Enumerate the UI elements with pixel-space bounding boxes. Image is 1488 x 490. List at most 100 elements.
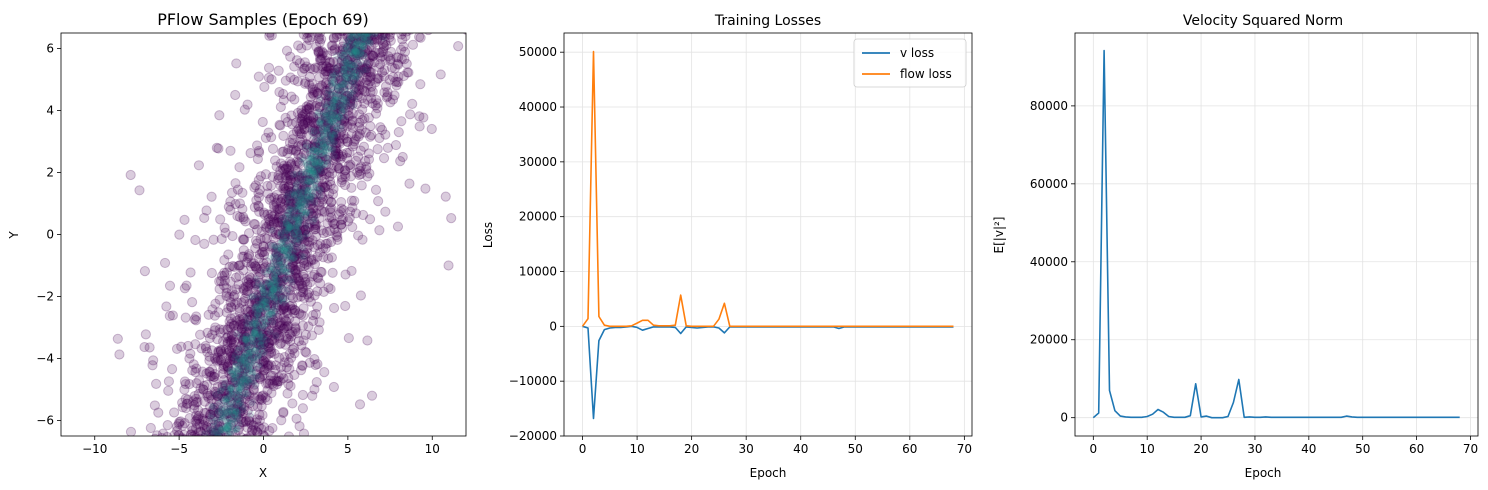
- sample-point: [355, 33, 366, 37]
- sample-point: [334, 151, 345, 162]
- sample-point: [315, 54, 327, 65]
- sample-point: [310, 62, 321, 73]
- velocity-title: Velocity Squared Norm: [1183, 13, 1343, 29]
- density-point: [198, 448, 205, 455]
- sample-point: [245, 261, 256, 272]
- sample-point: [358, 141, 370, 152]
- sample-point: [185, 455, 194, 464]
- density-point: [341, 106, 349, 114]
- sample-point: [354, 85, 365, 96]
- sample-point: [337, 93, 349, 104]
- density-point: [344, 36, 352, 44]
- sample-point: [374, 23, 383, 32]
- density-point: [264, 280, 272, 288]
- sample-point: [292, 166, 303, 177]
- sample-point: [407, 98, 418, 110]
- density-point: [291, 198, 299, 206]
- sample-point: [275, 257, 286, 268]
- density-point: [217, 444, 224, 451]
- density-point: [330, 139, 338, 147]
- sample-point: [340, 300, 351, 312]
- sample-point: [211, 447, 220, 456]
- density-point: [254, 372, 262, 380]
- density-point: [331, 71, 339, 79]
- x-tick-label: 70: [957, 442, 972, 456]
- sample-point: [257, 116, 268, 128]
- sample-point: [350, 134, 361, 145]
- sample-point: [322, 0, 331, 8]
- sample-point: [244, 412, 255, 423]
- sample-point: [236, 353, 247, 364]
- sample-point: [297, 360, 308, 372]
- density-point: [221, 447, 228, 454]
- sample-point: [340, 53, 351, 64]
- sample-point: [290, 225, 301, 236]
- sample-point: [349, 68, 361, 79]
- sample-point: [215, 430, 226, 436]
- density-point: [221, 441, 228, 448]
- sample-point: [322, 65, 333, 77]
- sample-point: [201, 435, 205, 436]
- losses-panel: Training Losses Epoch Loss 0 10 20 30 40 50 60…: [481, 13, 973, 480]
- sample-point: [279, 243, 291, 254]
- sample-point: [185, 429, 197, 436]
- sample-point: [312, 155, 323, 166]
- sample-point: [265, 370, 277, 381]
- sample-point: [349, 136, 360, 147]
- sample-point: [202, 462, 211, 471]
- sample-point: [246, 334, 257, 346]
- sample-point: [273, 170, 284, 181]
- density-point: [282, 275, 290, 283]
- sample-point: [290, 188, 301, 199]
- sample-point: [287, 138, 298, 149]
- sample-point: [263, 293, 274, 305]
- sample-point: [216, 440, 225, 449]
- sample-point: [308, 203, 319, 214]
- sample-point: [255, 233, 266, 245]
- sample-point: [157, 432, 167, 436]
- sample-point: [262, 180, 273, 192]
- density-point: [313, 111, 321, 119]
- sample-point: [259, 81, 270, 93]
- sample-point: [361, 45, 373, 56]
- sample-point: [211, 440, 220, 449]
- density-point: [369, 18, 376, 25]
- sample-point: [374, 225, 385, 236]
- sample-point: [267, 456, 276, 465]
- sample-point: [238, 416, 249, 428]
- sample-point: [290, 278, 301, 289]
- sample-point: [289, 160, 300, 171]
- sample-point: [303, 117, 314, 128]
- sample-point: [250, 180, 261, 191]
- sample-point: [327, 134, 338, 145]
- sample-point: [242, 422, 253, 433]
- sample-point: [191, 363, 202, 374]
- sample-point: [258, 327, 269, 339]
- sample-point: [336, 222, 348, 234]
- sample-point: [259, 318, 271, 329]
- y-tick-label: −10000: [509, 374, 557, 388]
- y-tick-label: 4: [46, 104, 54, 118]
- sample-point: [191, 311, 202, 322]
- sample-point: [195, 452, 204, 461]
- sample-point: [315, 33, 326, 38]
- sample-point: [280, 163, 292, 174]
- sample-point: [371, 13, 380, 22]
- sample-point: [321, 103, 333, 114]
- sample-point: [274, 318, 285, 329]
- sample-point: [230, 272, 242, 283]
- sample-point: [402, 11, 411, 20]
- density-point: [208, 402, 216, 410]
- sample-point: [274, 203, 285, 215]
- sample-point: [179, 283, 190, 294]
- sample-point: [390, 139, 402, 151]
- density-point: [341, 76, 349, 84]
- sample-point: [343, 42, 354, 53]
- sample-point: [238, 342, 249, 353]
- x-tick-label: 60: [1409, 442, 1424, 456]
- sample-point: [378, 41, 390, 52]
- sample-point: [405, 109, 416, 120]
- sample-point: [227, 351, 238, 362]
- sample-point: [285, 178, 296, 189]
- sample-point: [443, 7, 452, 16]
